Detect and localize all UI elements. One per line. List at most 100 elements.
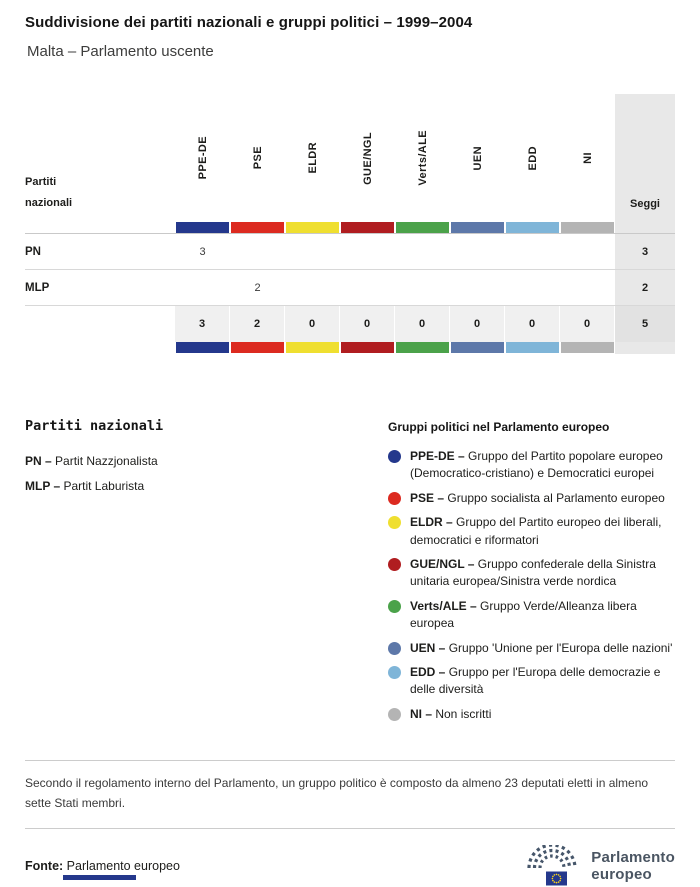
group-color-bar: [560, 222, 615, 234]
footer: Fonte: Parlamento europeo Parlamento eur…: [25, 844, 675, 887]
totals-cell: 2: [230, 306, 285, 342]
seat-cell: [560, 270, 615, 306]
group-color-bar-fill: [506, 342, 559, 353]
group-legend-text: EDD – Gruppo per l'Europa delle democraz…: [410, 664, 661, 697]
group-color-bar: [505, 222, 560, 234]
column-header-ppe-de: PPE-DE: [175, 94, 230, 222]
party-legend-item: MLP – Partit Laburista: [25, 479, 388, 493]
group-legend-text: ELDR – Gruppo del Partito europeo dei li…: [410, 515, 662, 547]
totals-cell: 0: [395, 306, 450, 342]
party-name: Partit Laburista: [60, 479, 145, 493]
divider-top: [25, 760, 675, 762]
group-color-bar-fill: [561, 222, 614, 233]
seat-cell: [175, 270, 230, 306]
political-groups-title: Gruppi politici nel Parlamento europeo: [388, 420, 610, 434]
group-color-dot: [388, 599, 401, 613]
group-color-bar: [505, 342, 560, 354]
party-row-label: MLP: [25, 270, 175, 306]
column-header-gue-ngl: GUE/NGL: [340, 94, 395, 222]
totals-cell: 0: [505, 306, 560, 342]
group-color-dot: [388, 450, 401, 463]
seat-cell: [450, 234, 505, 270]
bar-row-spacer: [25, 342, 175, 354]
group-legend-item: Verts/ALE – Gruppo Verde/Alleanza libera…: [388, 598, 675, 633]
totals-row-spacer: [25, 306, 175, 342]
group-color-bar: [340, 222, 395, 234]
seat-cell: 3: [175, 234, 230, 270]
bottom-blue-strip: [63, 875, 136, 880]
seat-cell: [285, 234, 340, 270]
group-color-bar: [175, 222, 230, 234]
column-header-eldr: ELDR: [285, 94, 340, 222]
logo-line2: europeo: [591, 865, 652, 883]
group-color-bar-fill: [451, 222, 504, 233]
group-color-bar-fill: [176, 222, 229, 233]
group-color-bar: [450, 222, 505, 234]
logo-line1: Parlamento: [591, 848, 675, 866]
seat-cell: [395, 234, 450, 270]
totals-cell: 0: [450, 306, 505, 342]
party-legend-item: PN – Partit Nazzjonalista: [25, 454, 388, 468]
hemicycle-flag-icon: [527, 844, 577, 886]
party-code: MLP –: [25, 479, 61, 493]
row-seats-total: 2: [615, 270, 675, 306]
seat-cell: [560, 234, 615, 270]
group-color-bar: [395, 342, 450, 354]
group-legend-text: UEN – Gruppo 'Unione per l'Europa delle …: [410, 640, 673, 655]
group-color-bar-fill: [506, 222, 559, 233]
row-header-line1: Partiti: [25, 176, 57, 189]
group-color-dot: [388, 707, 401, 721]
legends-section: Partiti nazionali PN – Partit Nazzjonali…: [25, 418, 675, 730]
column-header-edd: EDD: [505, 94, 560, 222]
seat-cell: [230, 234, 285, 270]
page-title: Suddivisione dei partiti nazionali e gru…: [25, 14, 473, 31]
group-legend-item: EDD – Gruppo per l'Europa delle democraz…: [388, 664, 675, 699]
party-row-label: PN: [25, 234, 175, 270]
column-header-ni: NI: [560, 94, 615, 222]
seat-cell: 2: [230, 270, 285, 306]
group-color-bar: [175, 342, 230, 354]
group-legend-text: NI – Non iscritti: [410, 706, 492, 721]
totals-cell: 0: [560, 306, 615, 342]
group-legend-text: Verts/ALE – Gruppo Verde/Alleanza libera…: [410, 598, 637, 631]
group-color-dot: [388, 665, 401, 679]
divider-bottom: [25, 827, 675, 829]
group-color-bar: [230, 342, 285, 354]
group-legend-item: ELDR – Gruppo del Partito europeo dei li…: [388, 514, 675, 549]
seat-cell: [395, 270, 450, 306]
group-color-dot: [388, 516, 401, 530]
totals-cell: 0: [285, 306, 340, 342]
group-color-bar-fill: [286, 222, 339, 233]
seat-cell: [505, 234, 560, 270]
column-header-label: Verts/ALE: [416, 130, 429, 186]
group-legend-text: PSE – Gruppo socialista al Parlamento eu…: [410, 490, 665, 505]
page: Suddivisione dei partiti nazionali e gru…: [0, 0, 700, 60]
group-color-bar: [285, 342, 340, 354]
column-header-label: GUE/NGL: [361, 131, 374, 185]
logo-wordmark: Parlamento europeo: [591, 849, 675, 884]
totals-seats: 5: [615, 306, 675, 342]
seat-cell: [285, 270, 340, 306]
group-color-dot: [388, 641, 401, 655]
group-color-bar: [230, 222, 285, 234]
political-groups-legend: Gruppi politici nel Parlamento europeo P…: [388, 418, 675, 730]
group-color-bar-fill: [341, 342, 394, 353]
column-header-label: PSE: [251, 146, 264, 170]
group-legend-item: PSE – Gruppo socialista al Parlamento eu…: [388, 490, 675, 507]
group-color-bar-fill: [396, 222, 449, 233]
group-legend-item: GUE/NGL – Gruppo confederale della Sinis…: [388, 556, 675, 591]
seats-column-header: Seggi: [615, 94, 675, 222]
group-color-dot: [388, 557, 401, 571]
seats-column-spacer: [615, 222, 675, 234]
column-header-label: EDD: [526, 145, 539, 171]
group-color-bar-fill: [231, 222, 284, 233]
column-header-label: PPE-DE: [196, 136, 209, 180]
totals-cell: 0: [340, 306, 395, 342]
column-header-uen: UEN: [450, 94, 505, 222]
parliament-table: Partiti nazionali PPE-DE PSE ELDR GUE/NG…: [25, 94, 675, 354]
national-parties-title: Partiti nazionali: [25, 418, 164, 434]
footnote-text: Secondo il regolamento interno del Parla…: [25, 776, 649, 811]
source-label: Fonte:: [25, 858, 64, 873]
group-color-bar: [340, 342, 395, 354]
seat-cell: [505, 270, 560, 306]
